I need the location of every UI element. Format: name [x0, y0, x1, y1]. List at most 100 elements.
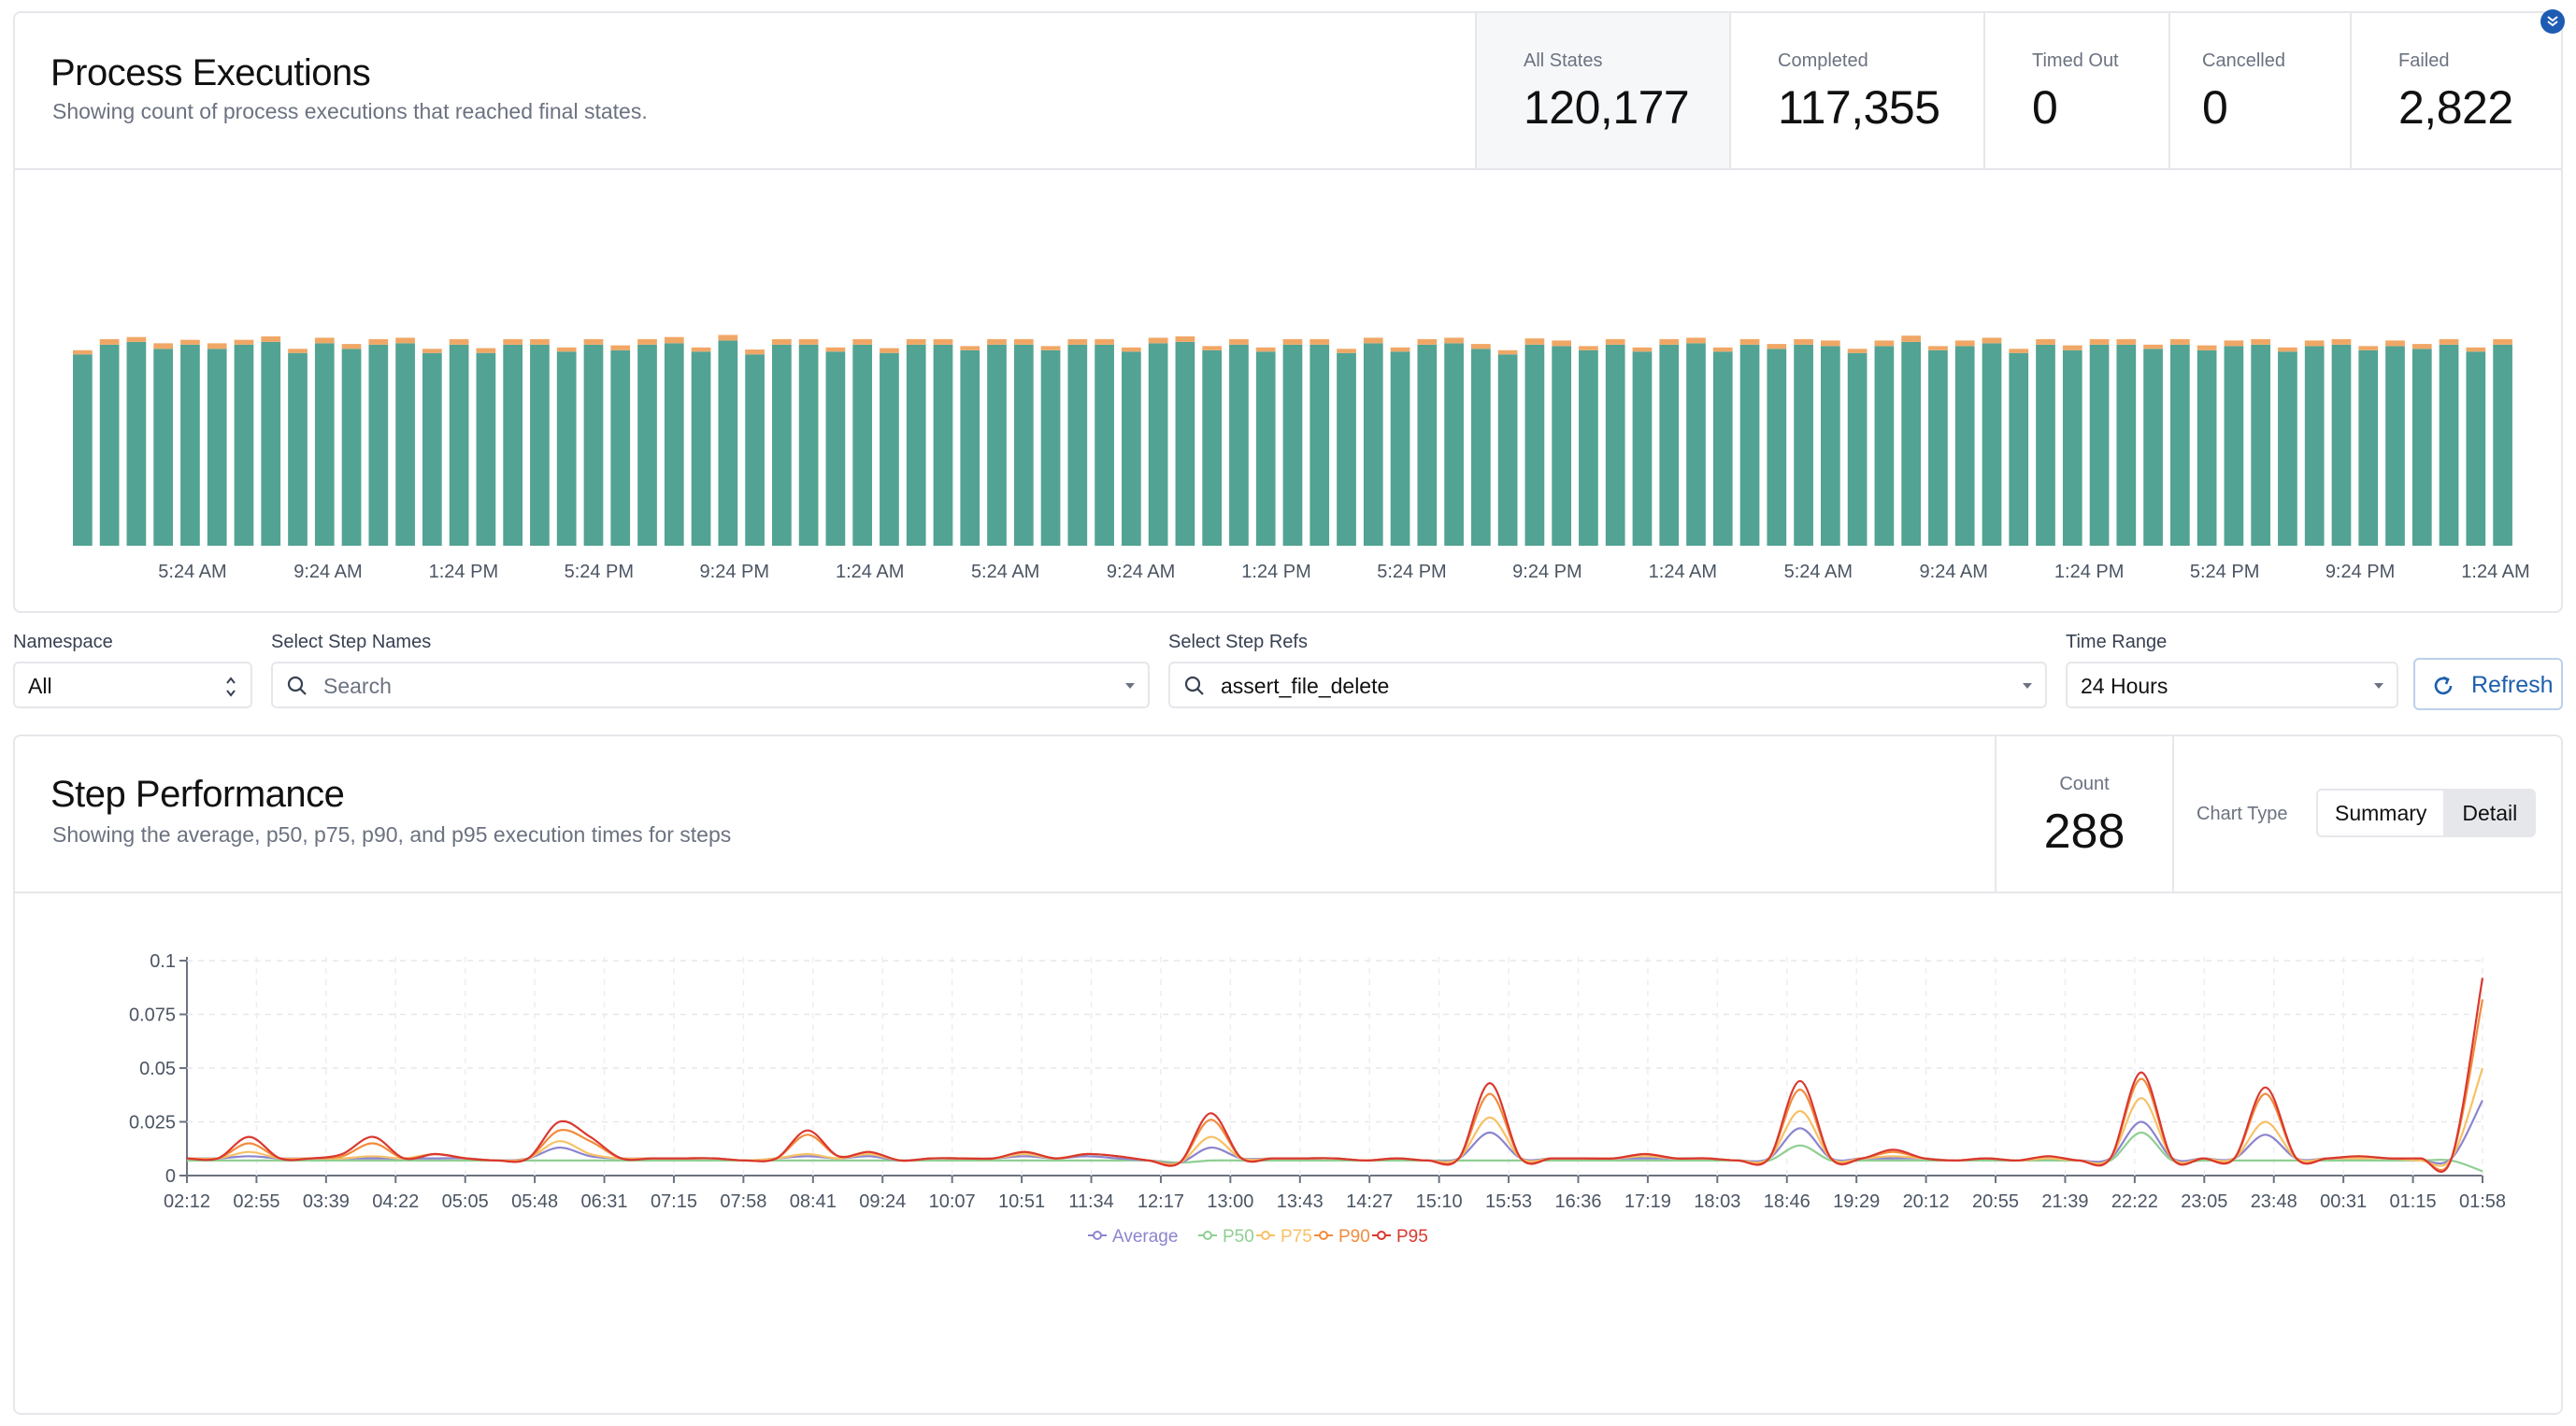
bar-failed[interactable]: [449, 338, 469, 345]
bar-failed[interactable]: [1954, 340, 1975, 347]
bar-completed[interactable]: [1901, 341, 1922, 546]
bar-failed[interactable]: [1390, 347, 1410, 352]
bar-completed[interactable]: [341, 349, 362, 546]
bar-completed[interactable]: [1095, 344, 1114, 546]
bar-completed[interactable]: [1148, 343, 1168, 546]
bar-failed[interactable]: [476, 348, 496, 353]
namespace-select[interactable]: All: [13, 662, 252, 708]
bar-completed[interactable]: [1524, 344, 1545, 546]
bar-completed[interactable]: [288, 352, 308, 546]
bar-completed[interactable]: [987, 344, 1007, 546]
bar-completed[interactable]: [1067, 344, 1088, 546]
chart-type-detail[interactable]: Detail: [2443, 791, 2535, 835]
bar-completed[interactable]: [1444, 343, 1464, 546]
bar-completed[interactable]: [745, 354, 765, 546]
bar-completed[interactable]: [691, 351, 711, 546]
bar-failed[interactable]: [1282, 338, 1303, 345]
bar-failed[interactable]: [933, 338, 953, 345]
bar-failed[interactable]: [1579, 346, 1598, 350]
bar-completed[interactable]: [556, 351, 577, 546]
refresh-button[interactable]: Refresh: [2413, 658, 2563, 710]
bar-failed[interactable]: [153, 343, 174, 349]
bar-failed[interactable]: [2089, 338, 2110, 345]
bar-completed[interactable]: [1471, 349, 1491, 546]
bar-completed[interactable]: [2466, 351, 2486, 546]
bar-failed[interactable]: [288, 349, 308, 353]
stat-cancelled[interactable]: Cancelled 0: [2168, 13, 2350, 168]
bar-failed[interactable]: [825, 347, 846, 352]
bar-completed[interactable]: [1202, 349, 1223, 546]
series-line-average[interactable]: [186, 1099, 2483, 1165]
chart-type-toggle[interactable]: Summary Detail: [2316, 789, 2537, 837]
bar-completed[interactable]: [1552, 346, 1572, 546]
bar-completed[interactable]: [2224, 346, 2244, 546]
bar-failed[interactable]: [1552, 340, 1572, 347]
stat-failed[interactable]: Failed 2,822: [2350, 13, 2563, 168]
bar-completed[interactable]: [2358, 349, 2379, 546]
legend-item-p50[interactable]: P50: [1198, 1227, 1254, 1247]
bar-failed[interactable]: [556, 347, 577, 352]
bar-failed[interactable]: [2251, 338, 2271, 345]
bar-completed[interactable]: [637, 344, 657, 546]
bar-completed[interactable]: [1255, 351, 1276, 546]
bar-completed[interactable]: [1686, 343, 1706, 546]
bar-failed[interactable]: [368, 338, 389, 345]
collapse-chevron-button[interactable]: [2540, 9, 2565, 34]
bar-completed[interactable]: [234, 344, 254, 546]
bar-completed[interactable]: [530, 344, 550, 546]
bar-failed[interactable]: [1363, 337, 1383, 344]
bar-completed[interactable]: [1040, 349, 1061, 546]
bar-failed[interactable]: [2170, 338, 2190, 345]
bar-completed[interactable]: [2278, 351, 2297, 546]
bar-completed[interactable]: [1982, 343, 2002, 546]
bar-completed[interactable]: [2411, 349, 2432, 546]
bar-failed[interactable]: [1309, 338, 1330, 345]
bar-failed[interactable]: [1712, 347, 1733, 352]
bar-failed[interactable]: [1148, 337, 1168, 344]
bar-completed[interactable]: [99, 344, 120, 546]
bar-failed[interactable]: [2331, 338, 2352, 345]
bar-completed[interactable]: [610, 349, 631, 546]
bar-completed[interactable]: [261, 341, 281, 546]
bar-completed[interactable]: [422, 352, 442, 546]
bar-failed[interactable]: [960, 346, 980, 350]
bar-completed[interactable]: [1954, 346, 1975, 546]
bar-completed[interactable]: [825, 351, 846, 546]
bar-failed[interactable]: [691, 347, 711, 352]
bar-completed[interactable]: [583, 344, 604, 546]
bar-completed[interactable]: [449, 344, 469, 546]
bar-failed[interactable]: [2385, 340, 2405, 347]
bar-completed[interactable]: [2009, 352, 2029, 546]
bar-failed[interactable]: [99, 338, 120, 345]
stat-timed-out[interactable]: Timed Out 0: [1983, 13, 2168, 168]
bar-failed[interactable]: [1874, 340, 1895, 347]
bar-completed[interactable]: [476, 352, 496, 546]
bar-failed[interactable]: [1524, 338, 1545, 345]
bar-completed[interactable]: [1794, 344, 1813, 546]
bar-completed[interactable]: [852, 344, 873, 546]
bar-failed[interactable]: [422, 349, 442, 353]
bar-failed[interactable]: [2411, 344, 2432, 349]
bar-failed[interactable]: [906, 338, 926, 345]
bar-failed[interactable]: [1417, 338, 1438, 345]
bar-failed[interactable]: [610, 345, 631, 350]
bar-failed[interactable]: [2116, 338, 2137, 345]
bar-failed[interactable]: [1471, 344, 1491, 349]
bar-failed[interactable]: [2197, 345, 2217, 350]
bar-completed[interactable]: [1282, 344, 1303, 546]
bar-failed[interactable]: [987, 338, 1007, 345]
legend-item-average[interactable]: Average: [1088, 1227, 1178, 1247]
bar-failed[interactable]: [2036, 338, 2055, 345]
bar-completed[interactable]: [2062, 349, 2082, 546]
bar-failed[interactable]: [126, 336, 147, 342]
bar-failed[interactable]: [880, 348, 899, 353]
bar-failed[interactable]: [1982, 337, 2002, 344]
bar-completed[interactable]: [2170, 344, 2190, 546]
bar-completed[interactable]: [1767, 349, 1787, 546]
bar-failed[interactable]: [1605, 338, 1625, 345]
bar-failed[interactable]: [2466, 347, 2486, 352]
bar-failed[interactable]: [1095, 338, 1114, 345]
bar-completed[interactable]: [153, 349, 174, 546]
bar-failed[interactable]: [2493, 338, 2512, 345]
bar-completed[interactable]: [1013, 344, 1034, 546]
